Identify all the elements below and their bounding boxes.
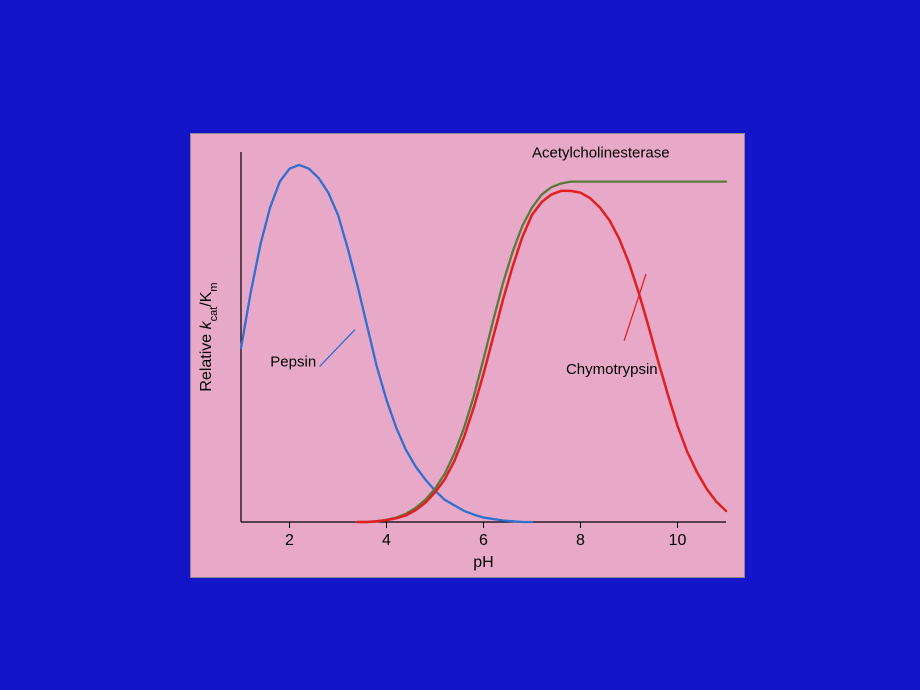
slide-page: 2 4 6 8 10 pH Relative kcat/Km Pepsin Acetylchol…: [0, 0, 920, 690]
series-label-pepsin: Pepsin: [270, 354, 316, 371]
chart-svg: 2 4 6 8 10 pH Relative kcat/Km Pepsin Acetylchol…: [191, 134, 746, 579]
series-chymotrypsin: [357, 191, 726, 522]
x-tick-label: 4: [382, 532, 391, 549]
x-axis-label: pH: [473, 554, 493, 571]
x-tick-label: 6: [479, 532, 488, 549]
series-label-acetylcholinesterase: Acetylcholinesterase: [532, 145, 670, 162]
series-leader-pepsin: [320, 330, 355, 367]
series-acetylcholinesterase: [357, 182, 726, 522]
x-tick-label: 2: [285, 532, 294, 549]
x-tick-label: 10: [669, 532, 687, 549]
y-axis-label: Relative kcat/Km: [198, 282, 220, 391]
chart-panel: 2 4 6 8 10 pH Relative kcat/Km Pepsin Acetylchol…: [190, 133, 745, 578]
x-tick-label: 8: [576, 532, 585, 549]
series-label-chymotrypsin: Chymotrypsin: [566, 361, 658, 378]
